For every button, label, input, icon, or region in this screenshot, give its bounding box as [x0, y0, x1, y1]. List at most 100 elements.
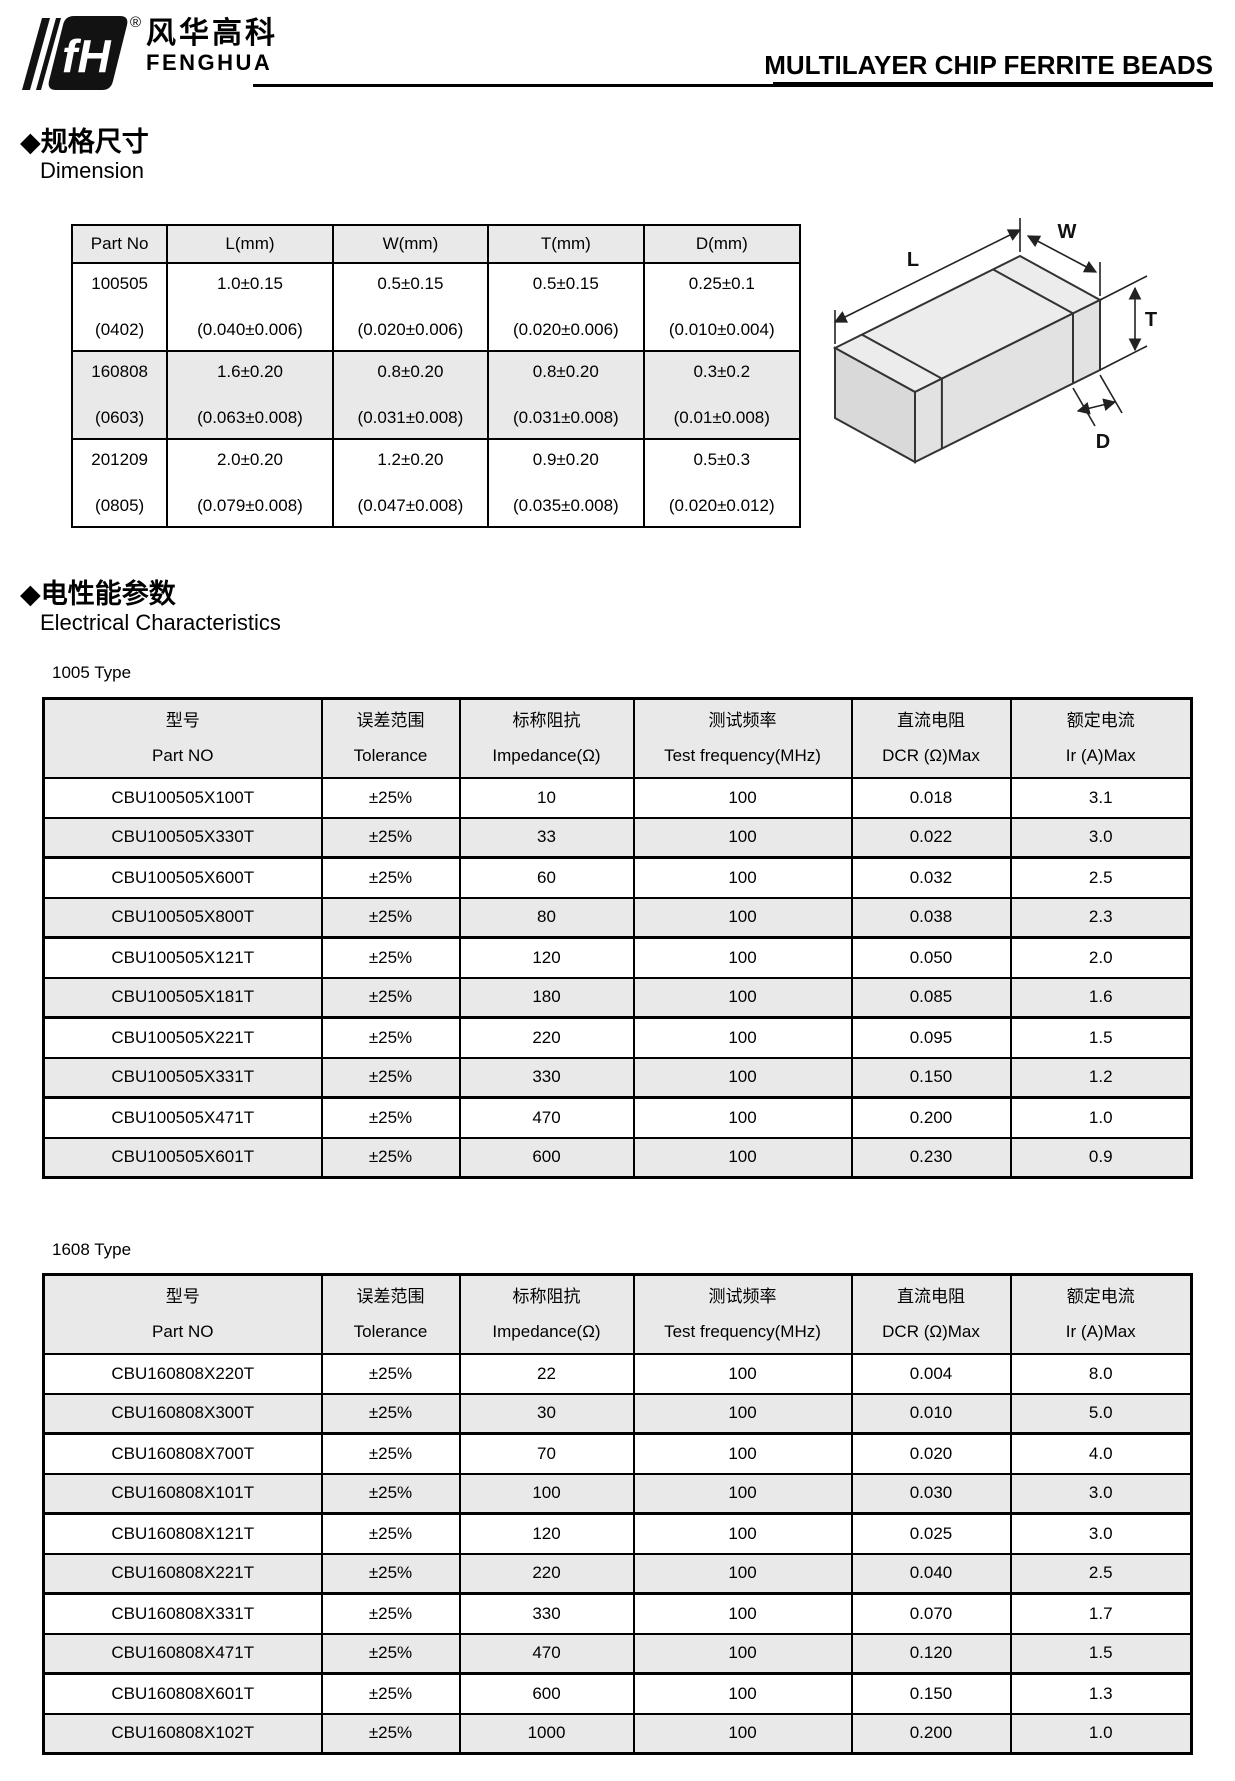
table-cell: CBU100505X600T [42, 856, 323, 899]
table-cell: 型号 Part NO [42, 1273, 323, 1355]
document-title: MULTILAYER CHIP FERRITE BEADS [764, 50, 1213, 80]
table-row: CBU160808X220T ±25% 22 100 0.004 8.0 [42, 1352, 1193, 1395]
table-cell: 470 [458, 1632, 635, 1675]
table-cell: 0.3±0.2 (0.01±0.008) [642, 350, 802, 440]
company-name-chinese: 风华高科 [146, 17, 278, 50]
table-cell: 22 [458, 1352, 635, 1395]
dimension-table-header: Part No L(mm) W(mm) T(mm) D(mm) [70, 224, 802, 264]
table-cell: 100 [632, 1472, 853, 1515]
table-row: CBU160808X700T ±25% 70 100 0.020 4.0 [42, 1432, 1193, 1475]
type-label-1608: 1608 Type [52, 1240, 132, 1259]
table-cell: 1.0±0.15 (0.040±0.006) [166, 262, 334, 352]
table-cell: 220 [458, 1016, 635, 1059]
table-cell: 60 [458, 856, 635, 899]
dimension-heading-en: Dimension [40, 158, 144, 183]
table-row: 201209 (0805) 2.0±0.20 (0.079±0.008) 1.2±0.2… [70, 438, 802, 528]
table-cell: 额定电流 Ir (A)Max [1009, 1273, 1193, 1355]
table-cell: 0.004 [850, 1352, 1012, 1395]
table-cell: 0.025 [850, 1512, 1012, 1555]
table-cell: CBU100505X181T [42, 976, 323, 1019]
table-cell: T(mm) [487, 224, 645, 264]
table-cell: ±25% [320, 1552, 461, 1595]
table-cell: 0.9 [1009, 1136, 1193, 1179]
table-cell: 2.5 [1009, 1552, 1193, 1595]
electrical-table-1005-body: CBU100505X100T ±25% 10 100 0.018 3.1 CBU100505… [42, 776, 1193, 1179]
table-row: 160808 (0603) 1.6±0.20 (0.063±0.008) 0.8±0.2… [70, 350, 802, 440]
table-row: CBU100505X601T ±25% 600 100 0.230 0.9 [42, 1136, 1193, 1179]
table-cell: 470 [458, 1096, 635, 1139]
drawing-label-t: T [1145, 309, 1157, 331]
table-cell: 4.0 [1009, 1432, 1193, 1475]
table-cell: ±25% [320, 1056, 461, 1099]
table-cell: ±25% [320, 816, 461, 859]
registered-trademark-symbol: ® [130, 14, 142, 31]
table-cell: 100 [458, 1472, 635, 1515]
electrical-table-1608: 型号 Part NO 误差范围 Tolerance 标称阻抗 Impedance(Ω) 测试… [42, 1273, 1193, 1755]
chip-dimension-drawing: L W T D [832, 218, 1157, 464]
table-cell: 0.150 [850, 1056, 1012, 1099]
table-cell: ±25% [320, 1512, 461, 1555]
table-cell: ±25% [320, 1096, 461, 1139]
table-cell: CBU100505X601T [42, 1136, 323, 1179]
table-cell: 0.25±0.1 (0.010±0.004) [642, 262, 802, 352]
table-cell: 33 [458, 816, 635, 859]
table-cell: 0.038 [850, 896, 1012, 939]
table-cell: 误差范围 Tolerance [320, 697, 461, 779]
table-cell: 0.022 [850, 816, 1012, 859]
table-cell: 100 [632, 1432, 853, 1475]
table-cell: CBU160808X221T [42, 1552, 323, 1595]
table-cell: ±25% [320, 1432, 461, 1475]
logo-text: 风华高科 FENGHUA [146, 12, 278, 76]
table-row: Part No L(mm) W(mm) T(mm) D(mm) [70, 224, 802, 264]
table-cell: 100 [632, 1056, 853, 1099]
table-cell: 1.5 [1009, 1016, 1193, 1059]
table-row: CBU100505X330T ±25% 33 100 0.022 3.0 [42, 816, 1193, 859]
table-cell: 5.0 [1009, 1392, 1193, 1435]
table-cell: 100 [632, 1672, 853, 1715]
table-cell: 100505 (0402) [70, 262, 169, 352]
table-cell: 1.2±0.20 (0.047±0.008) [331, 438, 490, 528]
table-cell: CBU100505X471T [42, 1096, 323, 1139]
header-rule-bold [773, 82, 1213, 87]
table-cell: 100 [632, 776, 853, 819]
table-cell: CBU160808X220T [42, 1352, 323, 1395]
table-cell: 1.6±0.20 (0.063±0.008) [166, 350, 334, 440]
table-cell: 误差范围 Tolerance [320, 1273, 461, 1355]
fenghua-logo: fH ® 风华高科 FENGHUA [18, 12, 278, 94]
table-cell: 0.150 [850, 1672, 1012, 1715]
table-cell: ±25% [320, 1632, 461, 1675]
drawing-label-l: L [907, 249, 919, 271]
table-cell: 100 [632, 1016, 853, 1059]
table-cell: Part No [70, 224, 169, 264]
table-cell: 100 [632, 1512, 853, 1555]
table-row: CBU100505X221T ±25% 220 100 0.095 1.5 [42, 1016, 1193, 1059]
table-cell: 3.0 [1009, 1512, 1193, 1555]
table-cell: 0.9±0.20 (0.035±0.008) [487, 438, 645, 528]
table-cell: 0.5±0.15 (0.020±0.006) [331, 262, 490, 352]
electrical-heading-cn: ◆电性能参数 [20, 579, 176, 609]
table-cell: 0.085 [850, 976, 1012, 1019]
table-row: CBU160808X221T ±25% 220 100 0.040 2.5 [42, 1552, 1193, 1595]
table-cell: 100 [632, 1632, 853, 1675]
table-cell: CBU100505X800T [42, 896, 323, 939]
table-cell: 额定电流 Ir (A)Max [1009, 697, 1193, 779]
table-cell: 201209 (0805) [70, 438, 169, 528]
table-cell: 100 [632, 1136, 853, 1179]
dimension-heading-cn: ◆规格尺寸 [20, 127, 149, 157]
electrical-heading-en: Electrical Characteristics [40, 610, 281, 635]
table-cell: 100 [632, 976, 853, 1019]
drawing-label-d: D [1096, 431, 1110, 453]
table-cell: 100 [632, 1712, 853, 1755]
table-cell: 1.0 [1009, 1096, 1193, 1139]
chip-body [832, 254, 1103, 464]
table-cell: CBU160808X331T [42, 1592, 323, 1635]
table-cell: ±25% [320, 1392, 461, 1435]
table-cell: 0.8±0.20 (0.031±0.008) [331, 350, 490, 440]
table-cell: 0.8±0.20 (0.031±0.008) [487, 350, 645, 440]
table-cell: 0.070 [850, 1592, 1012, 1635]
table-cell: 330 [458, 1056, 635, 1099]
table-cell: 30 [458, 1392, 635, 1435]
table-row: CBU100505X600T ±25% 60 100 0.032 2.5 [42, 856, 1193, 899]
table-row: CBU160808X601T ±25% 600 100 0.150 1.3 [42, 1672, 1193, 1715]
table-cell: 2.5 [1009, 856, 1193, 899]
